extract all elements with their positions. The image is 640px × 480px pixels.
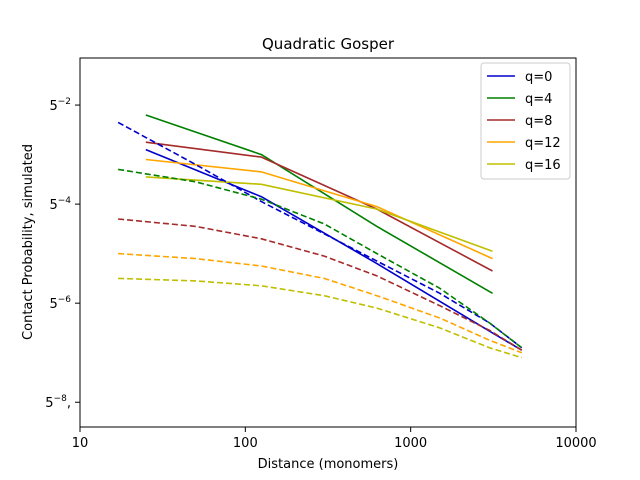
- y-tick-base: 5: [49, 99, 57, 114]
- chart-title: Quadratic Gosper: [262, 35, 395, 53]
- x-axis-ticks: 10 100 1000 10000: [72, 427, 597, 451]
- series-line-dashed-8: [118, 252, 523, 354]
- series-line-dashed-5: [117, 121, 523, 349]
- x-tick-label: 100: [233, 436, 258, 451]
- legend-entry: q=16: [525, 158, 561, 173]
- y-tick-exponent: −6: [58, 295, 72, 305]
- y-tick-label: 5−8,: [45, 394, 71, 411]
- legend-entry: q=12: [525, 136, 561, 151]
- series-line-q8: [145, 141, 493, 272]
- legend-box: [480, 62, 571, 180]
- x-tick-label: 1000: [394, 436, 427, 451]
- y-tick-label: 5−6: [49, 295, 71, 312]
- y-tick-label: 5−2: [49, 97, 71, 114]
- legend-entry: q=4: [525, 92, 552, 107]
- series-line-dashed-6: [117, 168, 523, 349]
- legend-entry: q=0: [525, 70, 552, 85]
- series-line-q16: [145, 176, 493, 252]
- series-line-q12: [145, 158, 493, 260]
- series-line-dashed-9: [118, 277, 523, 359]
- y-tick-exponent: −8: [54, 394, 68, 404]
- y-tick-exponent: −2: [58, 97, 71, 107]
- x-tick-label: 10000: [555, 436, 596, 451]
- plot-frame: [79, 57, 577, 428]
- y-tick-base: 5: [49, 198, 57, 213]
- y-tick-base: 5: [49, 297, 57, 312]
- y-tick-label: 5−4: [49, 196, 71, 213]
- y-axis-label: Contact Probability, simulated: [21, 144, 36, 340]
- x-tick-label: 10: [72, 436, 89, 451]
- y-tick-base: 5: [45, 396, 53, 411]
- series-line-dashed-7: [118, 218, 523, 351]
- y-tick-suffix: ,: [67, 396, 71, 411]
- series-line-q4: [145, 114, 493, 294]
- legend: q=0 q=4 q=8 q=12 q=16: [480, 62, 571, 180]
- series-layer: [117, 114, 523, 359]
- y-tick-exponent: −4: [58, 196, 72, 206]
- x-axis-label: Distance (monomers): [258, 457, 399, 472]
- y-axis-ticks: 5−25−45−65−8,: [45, 97, 80, 411]
- legend-entry: q=8: [525, 114, 552, 129]
